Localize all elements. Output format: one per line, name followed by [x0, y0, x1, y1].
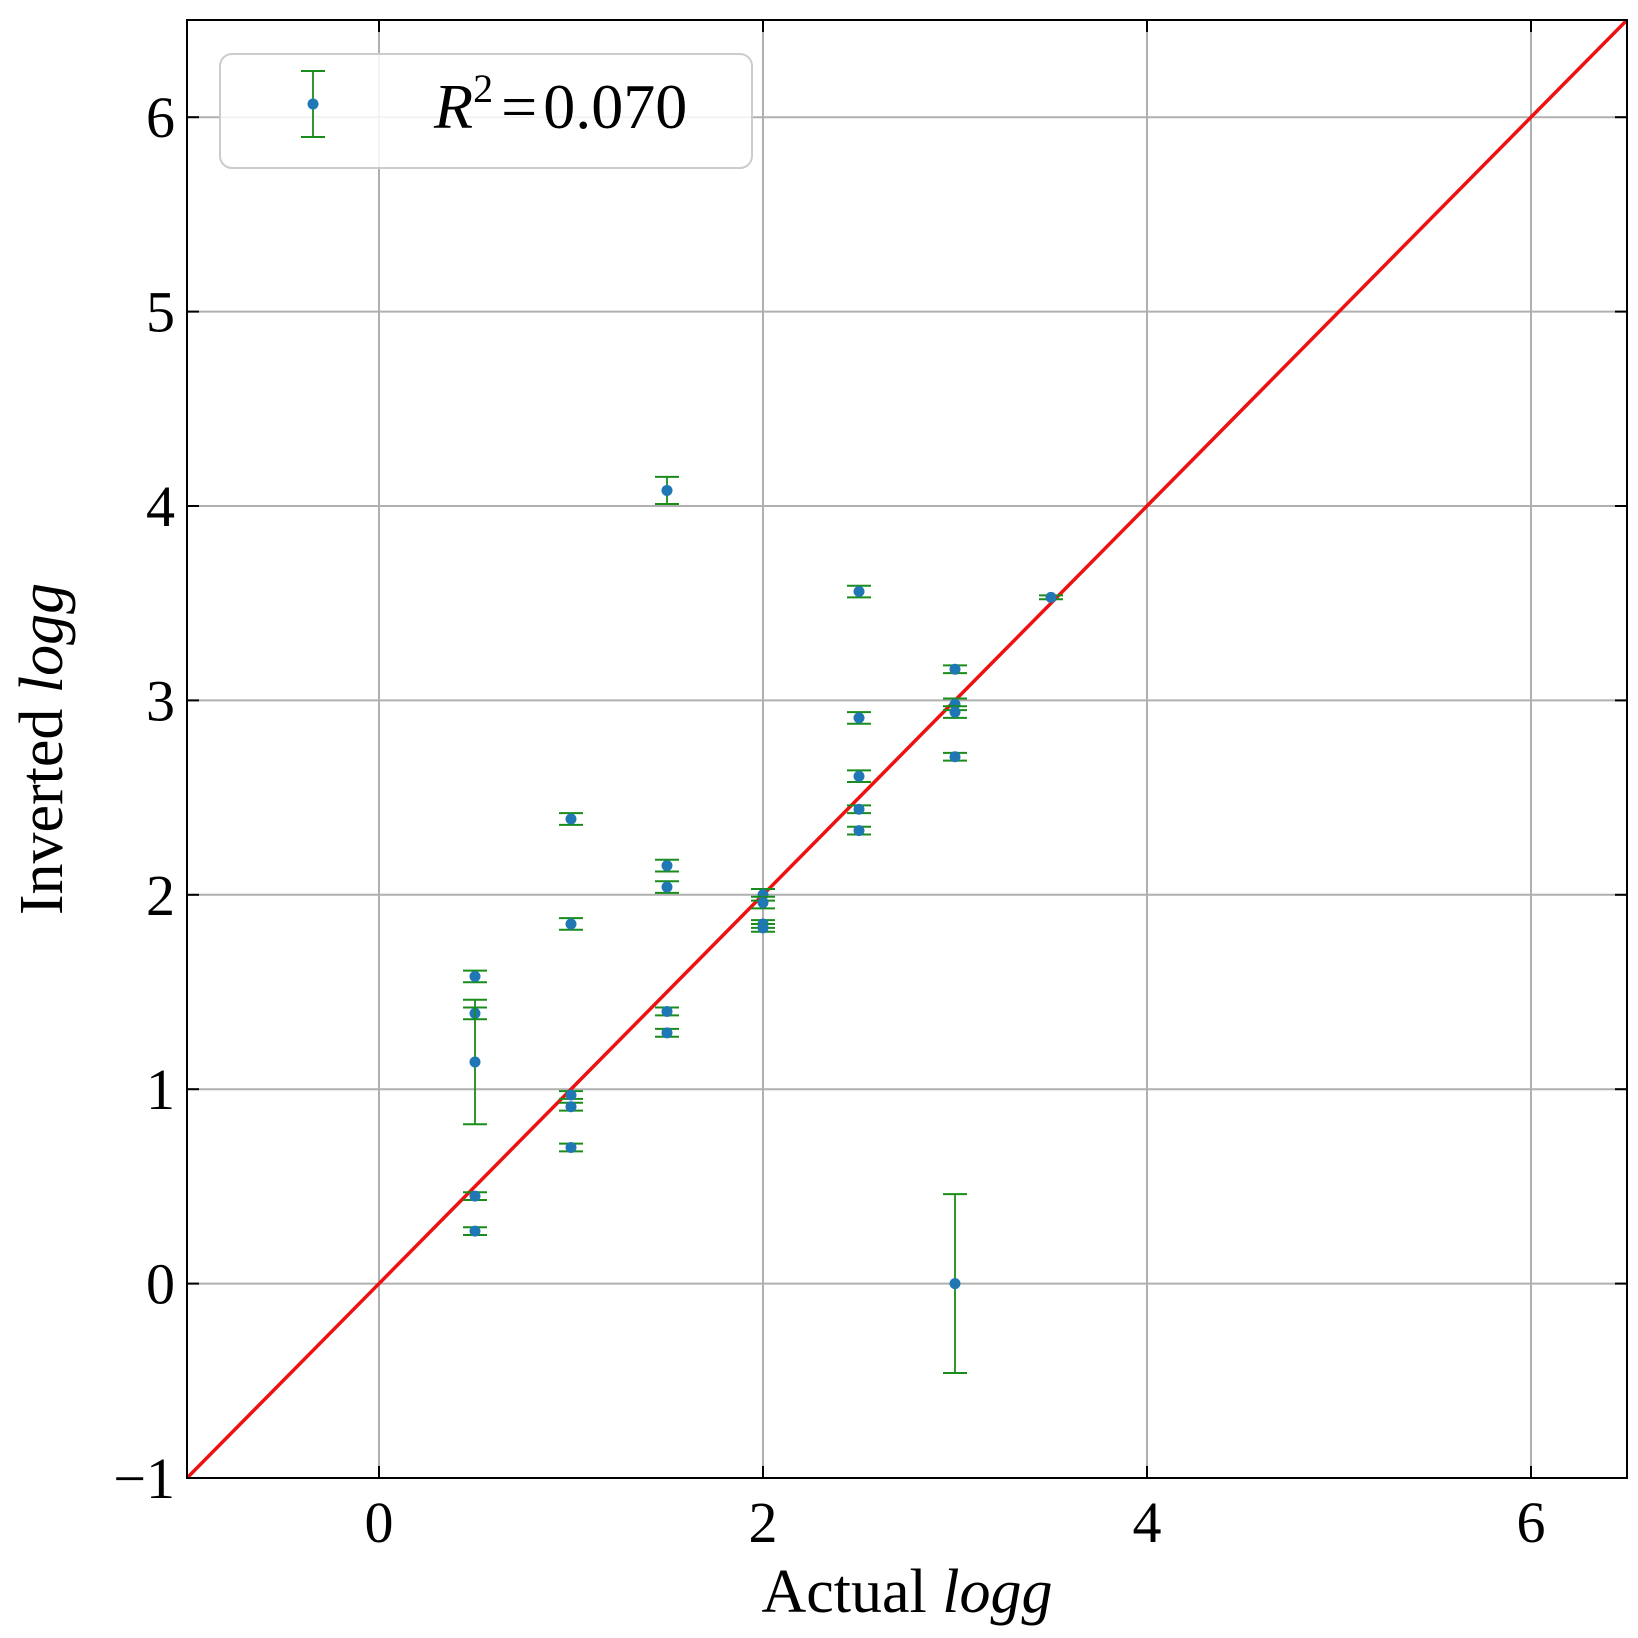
legend-equals: =	[501, 71, 537, 142]
point-marker	[661, 484, 673, 496]
point-marker	[853, 712, 865, 724]
legend-exponent: 2	[473, 66, 493, 111]
legend-value: 0.070	[543, 71, 687, 142]
data-point	[847, 803, 871, 815]
data-point	[463, 1225, 487, 1237]
point-marker	[565, 1089, 577, 1101]
point-marker	[469, 970, 481, 982]
point-marker	[565, 1142, 577, 1154]
data-point	[847, 825, 871, 837]
legend-point-marker	[307, 98, 319, 110]
x-axis-label-prefix: Actual	[762, 1558, 943, 1626]
point-marker	[853, 770, 865, 782]
data-point	[655, 1027, 679, 1039]
point-marker	[661, 1027, 673, 1039]
y-axis-label-prefix: Inverted	[8, 693, 76, 915]
x-tick-label: 6	[1517, 1490, 1546, 1555]
legend: R2 =0.070	[219, 53, 753, 169]
plot-frame	[186, 19, 1628, 1479]
data-point	[559, 812, 583, 826]
data-point	[655, 1005, 679, 1017]
y-tick-label: 4	[146, 474, 175, 539]
y-tick-label: 5	[146, 280, 175, 345]
data-point	[559, 917, 583, 931]
y-tick-label: 6	[146, 85, 175, 150]
y-tick-label: 0	[146, 1252, 175, 1317]
y-tick-label: 2	[146, 863, 175, 928]
point-marker	[661, 881, 673, 893]
data-point	[463, 998, 487, 1126]
point-marker	[469, 1056, 481, 1068]
data-point	[655, 475, 679, 506]
data-point	[463, 969, 487, 984]
data-point	[847, 711, 871, 725]
y-tick-label: −1	[113, 1446, 175, 1511]
point-marker	[949, 1278, 961, 1290]
x-axis-label-var: logg	[942, 1558, 1052, 1626]
point-marker	[565, 1101, 577, 1113]
y-tick-label: 1	[146, 1057, 175, 1122]
data-point	[847, 584, 871, 599]
reference-line-layer	[187, 20, 1627, 1478]
point-marker	[949, 751, 961, 763]
point-marker	[853, 825, 865, 837]
point-marker	[1045, 591, 1057, 603]
data-point	[559, 1142, 583, 1154]
x-tick-label: 0	[365, 1490, 394, 1555]
point-marker	[565, 918, 577, 930]
point-marker	[949, 706, 961, 718]
point-marker	[469, 1225, 481, 1237]
legend-box	[219, 53, 753, 169]
point-marker	[469, 1190, 481, 1202]
data-point	[559, 1089, 583, 1101]
data-point	[943, 751, 967, 763]
point-marker	[757, 897, 769, 909]
data-point	[1039, 591, 1063, 603]
x-tick-label: 4	[1133, 1490, 1162, 1555]
point-marker	[565, 813, 577, 825]
data-point	[559, 1101, 583, 1113]
point-marker	[853, 586, 865, 598]
y-tick-label: 3	[146, 668, 175, 733]
data-point	[751, 895, 775, 910]
point-marker	[949, 663, 961, 675]
data-point	[751, 922, 775, 934]
reference-line	[187, 20, 1627, 1478]
legend-symbol: R	[433, 71, 473, 142]
legend-label: R2 =0.070	[433, 66, 687, 142]
point-marker	[661, 1005, 673, 1017]
x-axis-label: Actual logg	[762, 1558, 1053, 1626]
tick-labels: 0 2 4 6 −1 0 1 2 3 4 5 6	[113, 85, 1545, 1555]
data-point	[655, 858, 679, 873]
legend-marker	[301, 70, 325, 138]
y-axis-label: Inverted logg	[8, 583, 76, 915]
point-marker	[661, 860, 673, 872]
data-point	[943, 705, 967, 719]
x-tick-label: 2	[749, 1490, 778, 1555]
y-axis-label-var: logg	[8, 583, 76, 693]
point-marker	[853, 803, 865, 815]
point-marker	[757, 922, 769, 934]
data-points-layer	[463, 475, 1063, 1375]
data-point	[943, 1193, 967, 1375]
data-point	[463, 1190, 487, 1202]
ticks	[187, 20, 1627, 1479]
data-point	[943, 663, 967, 675]
data-point	[655, 880, 679, 894]
data-point	[847, 769, 871, 784]
